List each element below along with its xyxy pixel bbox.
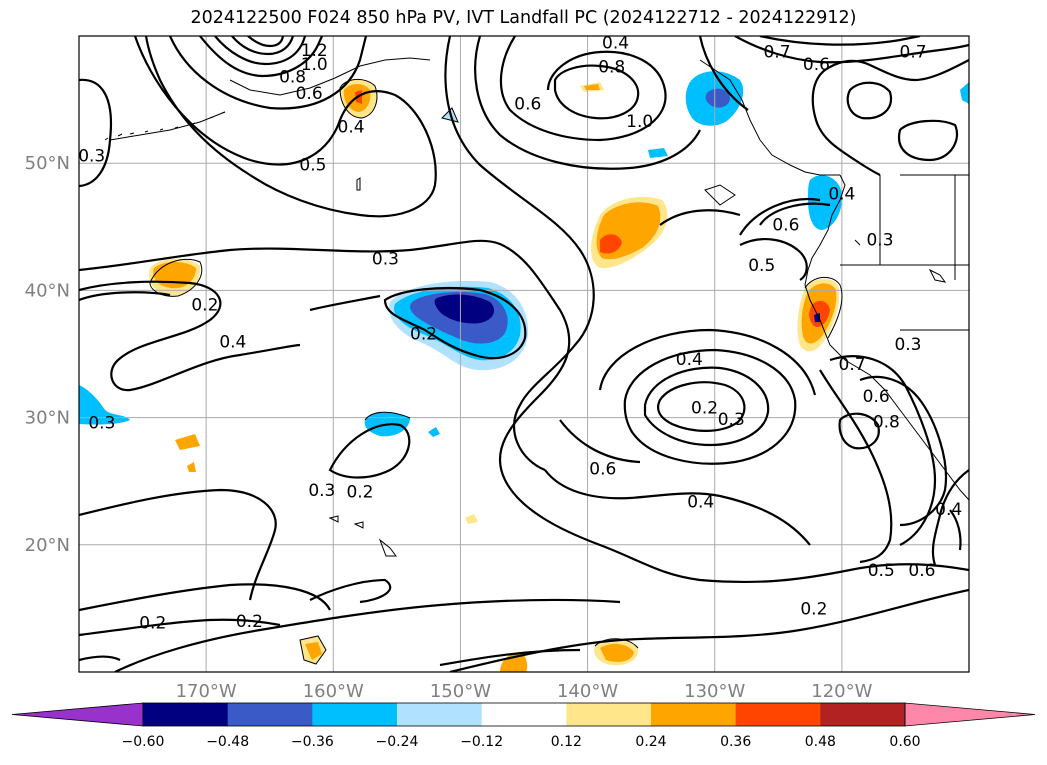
lat-tick-label: 40°N	[25, 280, 70, 301]
contour-label: 0.4	[935, 500, 962, 520]
contour-label: 0.3	[372, 250, 399, 270]
colorbar-tick-label: 0.60	[889, 734, 920, 750]
contour-label: 0.6	[908, 561, 935, 581]
colorbar-segment	[735, 703, 821, 726]
contour-label: 0.2	[410, 325, 437, 345]
contour-label: 0.3	[308, 481, 335, 501]
contour-label: 0.3	[78, 147, 105, 167]
lon-tick-label: 170°W	[176, 681, 237, 702]
contour-label: 0.2	[236, 612, 263, 632]
colorbar-tick-label: 0.48	[805, 734, 836, 750]
contour-label: 0.6	[803, 55, 830, 75]
contour-label: 0.6	[589, 459, 616, 479]
colorbar-tick-label: 0.12	[551, 734, 582, 750]
colorbar-tick-label: −0.48	[206, 734, 249, 750]
contour-label: 0.2	[139, 613, 166, 633]
contour-label: 0.5	[868, 561, 895, 581]
contour-label: 0.3	[718, 410, 745, 430]
contour-label: 0.3	[866, 231, 893, 251]
coastlines	[109, 57, 969, 557]
contour-label: 0.2	[191, 295, 218, 315]
contour-label: 0.7	[763, 42, 790, 62]
colorbar-segment	[143, 703, 229, 726]
contour-label: 0.6	[772, 215, 799, 235]
contour-label: 1.2	[301, 41, 328, 61]
lat-tick-label: 30°N	[25, 408, 70, 429]
colorbar-segment	[481, 703, 567, 726]
contour-label: 0.2	[346, 482, 373, 502]
contour-label: 0.4	[602, 33, 629, 53]
contour-label: 0.8	[279, 68, 306, 88]
colorbar-extend-high	[904, 702, 1036, 727]
contour-label: 0.4	[676, 350, 703, 370]
contour-label: 0.4	[687, 493, 714, 513]
contour-label: 0.4	[828, 185, 855, 205]
lat-tick-label: 20°N	[25, 535, 70, 556]
colorbar-segment	[397, 703, 483, 726]
colorbar-tick-label: 0.36	[720, 734, 751, 750]
colorbar-frame	[142, 702, 906, 727]
contour-label: 0.5	[299, 155, 326, 175]
contour-label: 0.7	[900, 42, 927, 62]
colorbar-tick-label: −0.24	[376, 734, 419, 750]
contour-label: 1.0	[626, 112, 653, 132]
contour-label: 0.6	[863, 387, 890, 407]
lon-tick-label: 130°W	[684, 681, 745, 702]
pv-contours	[79, 36, 969, 672]
colorbar-extend-low	[11, 702, 144, 727]
plot-frame	[78, 35, 970, 673]
colorbar-segment	[227, 703, 313, 726]
contour-label: 0.6	[296, 84, 323, 104]
contour-labels: 1.21.00.80.60.40.3 0.50.80.61.00.4 0.70.60…	[78, 33, 962, 633]
contour-label: 0.2	[691, 398, 718, 418]
colorbar-segment	[820, 703, 906, 726]
map-title: 2024122500 F024 850 hPa PV, IVT Landfall…	[190, 8, 857, 28]
contour-label: 0.7	[839, 355, 866, 375]
contour-label: 1.0	[301, 55, 328, 75]
contour-label: 0.6	[514, 94, 541, 114]
lon-tick-label: 150°W	[430, 681, 491, 702]
lon-tick-label: 140°W	[557, 681, 618, 702]
contour-label: 0.3	[894, 335, 921, 355]
lon-tick-label: 120°W	[811, 681, 872, 702]
contour-label: 0.8	[873, 412, 900, 432]
colorbar-tick-label: 0.24	[635, 734, 666, 750]
colorbar: −0.60 −0.48 −0.36 −0.24 −0.12 0.12 0.24 0.36 0.4…	[11, 702, 1036, 750]
lat-tick-label: 50°N	[25, 153, 70, 174]
plot-area	[79, 36, 969, 672]
colorbar-tick-label: −0.60	[122, 734, 165, 750]
graticule	[79, 36, 969, 672]
contour-label: 0.3	[88, 414, 115, 434]
colorbar-segment	[566, 703, 652, 726]
colorbar-tick-label: −0.12	[460, 734, 503, 750]
colorbar-segment	[312, 703, 398, 726]
colorbar-segment	[651, 703, 737, 726]
contour-label: 0.5	[748, 256, 775, 276]
lon-tick-label: 160°W	[303, 681, 364, 702]
contour-label: 0.4	[219, 332, 246, 352]
colorbar-tick-label: −0.36	[291, 734, 334, 750]
contour-label: 0.2	[800, 599, 827, 619]
axis-tick-labels: 170°W 160°W 150°W 140°W 130°W 120°W 50°N 40°N 30…	[25, 153, 873, 702]
island-outlines	[104, 79, 843, 665]
contour-label: 0.8	[598, 58, 625, 78]
contour-label: 0.4	[338, 117, 365, 137]
